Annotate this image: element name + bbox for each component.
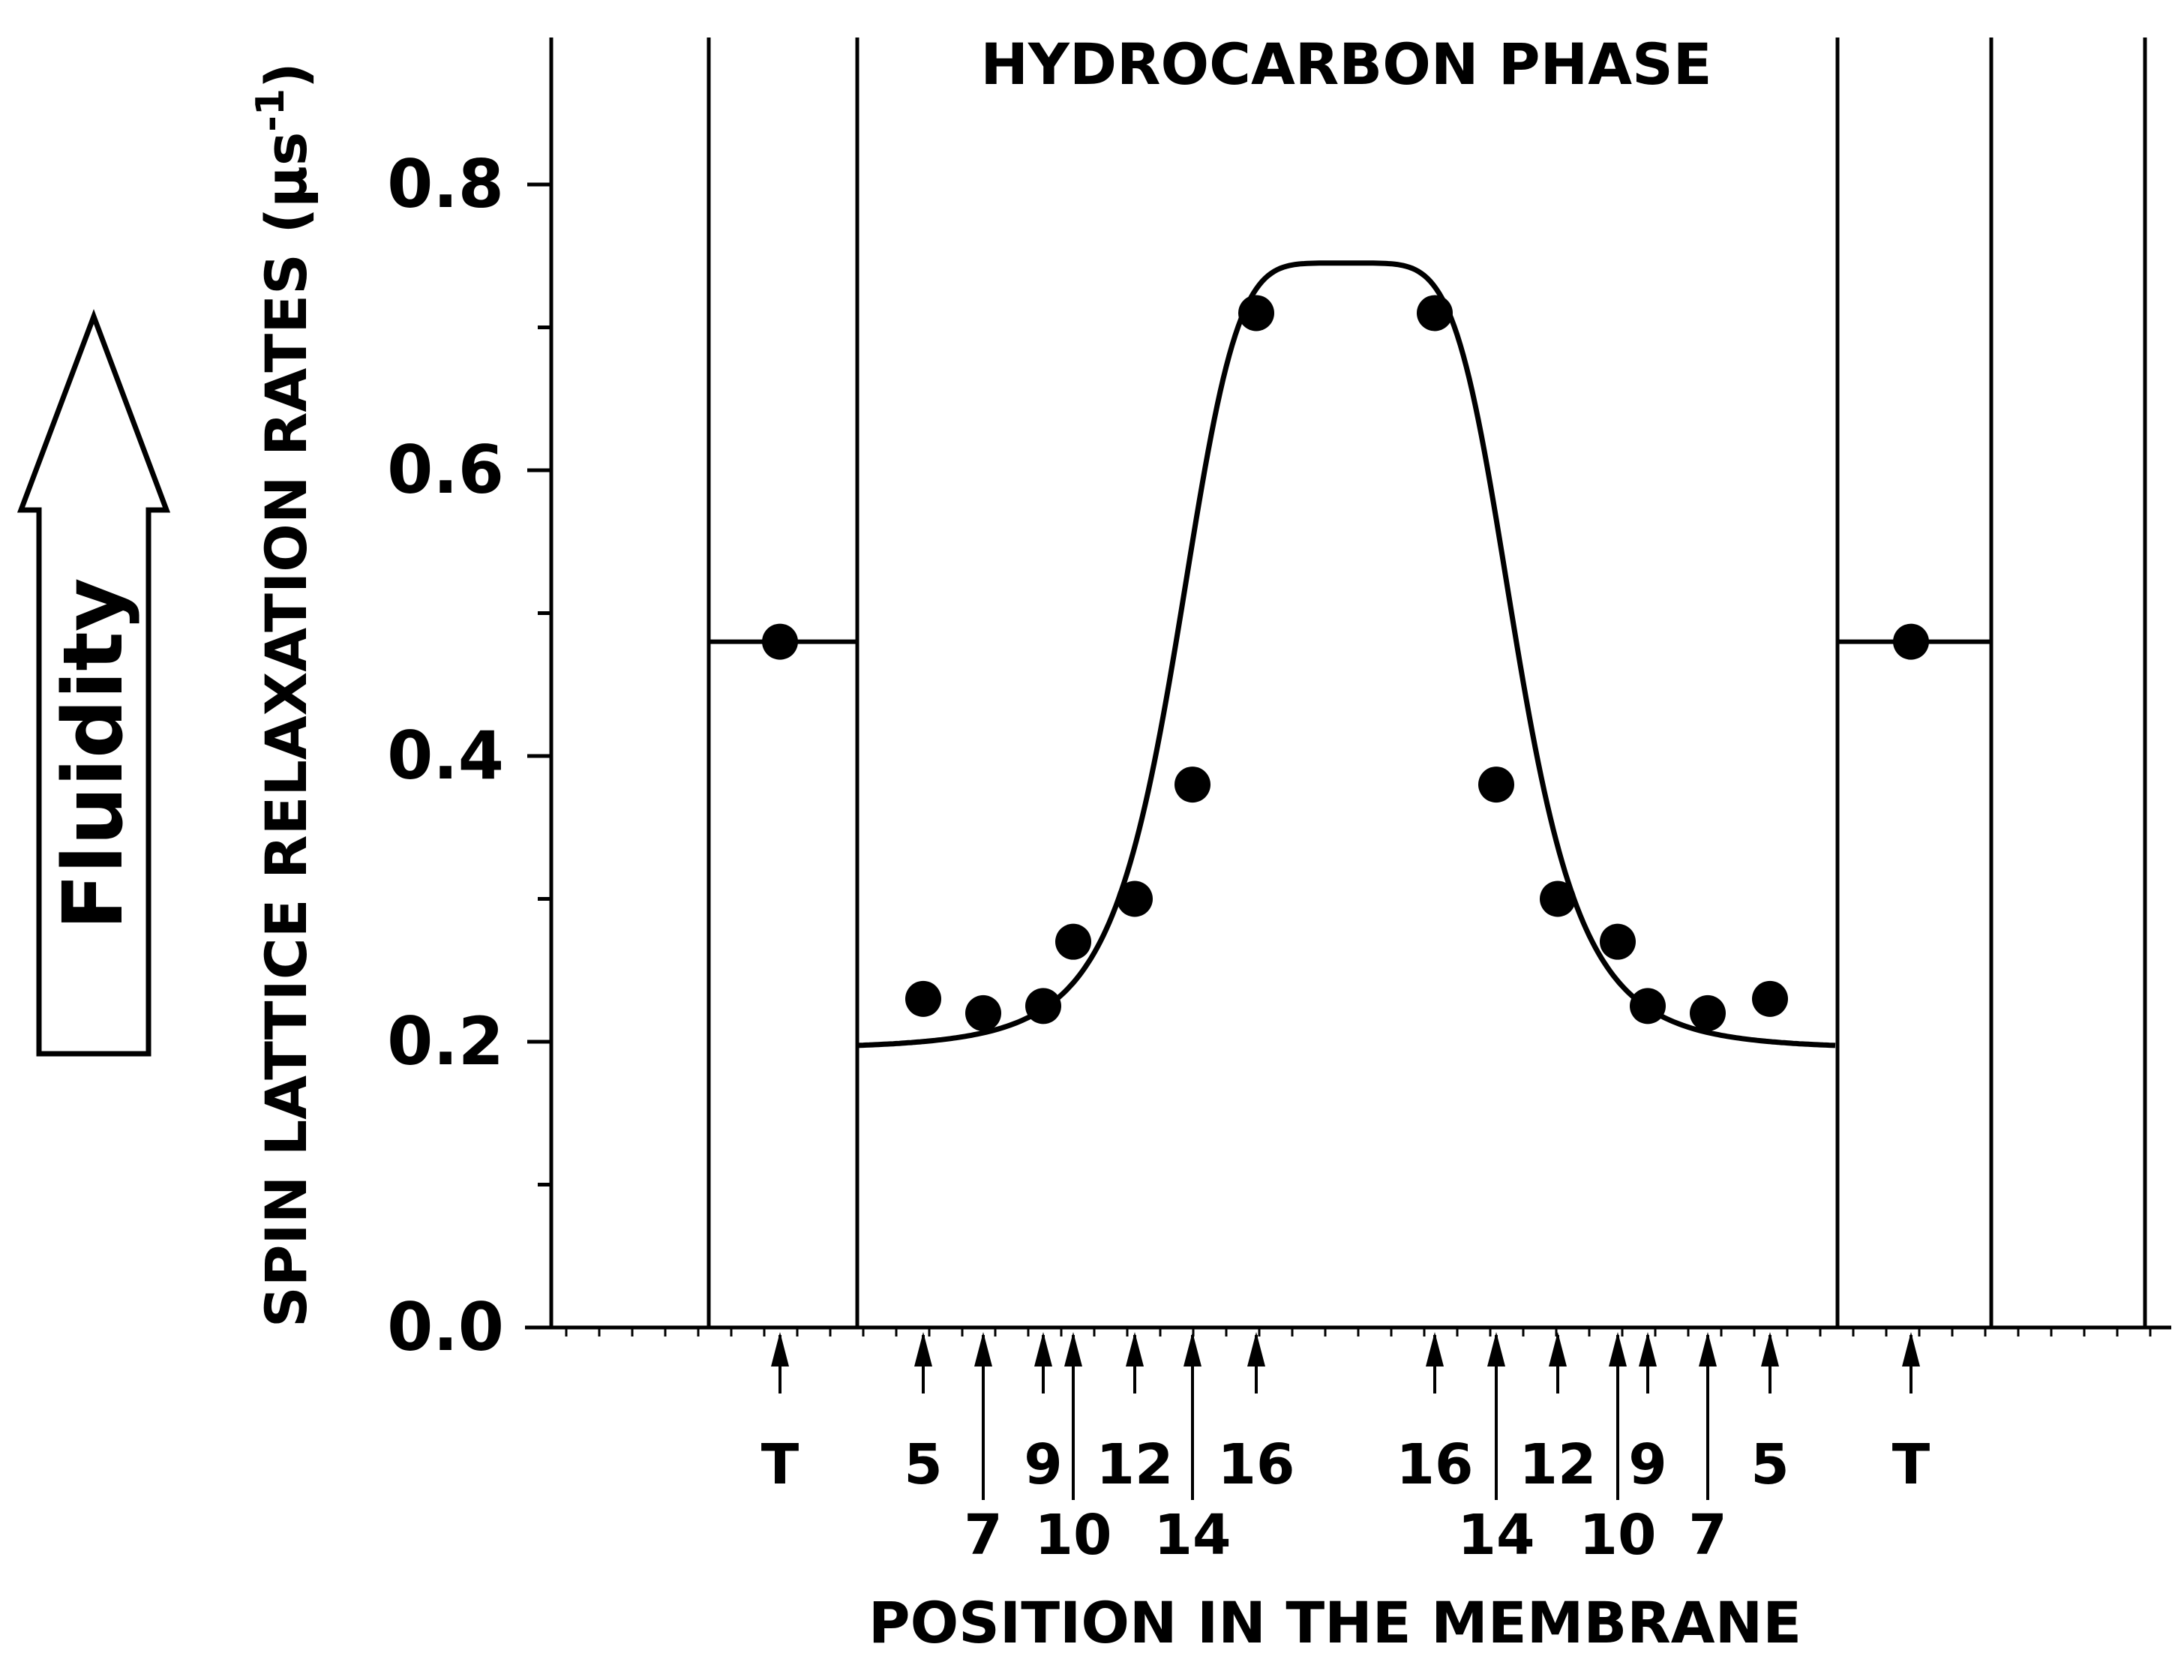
data-point xyxy=(1690,994,1726,1031)
position-label: T xyxy=(1892,1432,1930,1497)
position-label: T xyxy=(761,1432,800,1497)
y-axis-title-group: SPIN LATTICE RELAXATION RATES (µs-1) xyxy=(248,62,320,1328)
y-tick-label: 0.4 xyxy=(387,717,504,794)
fluidity-label: Fluidity xyxy=(45,578,141,930)
fitted-curve xyxy=(856,260,1836,1048)
region-boundaries xyxy=(706,38,2147,1328)
position-arrowhead xyxy=(1487,1332,1505,1366)
position-arrowhead xyxy=(1126,1332,1144,1366)
position-label: 9 xyxy=(1024,1432,1063,1497)
data-point xyxy=(1238,295,1274,332)
position-label: 16 xyxy=(1218,1432,1295,1497)
position-arrowhead xyxy=(974,1332,992,1366)
y-tick-label: 0.6 xyxy=(387,431,504,508)
position-label: 5 xyxy=(1750,1432,1790,1497)
y-tick-label: 0.2 xyxy=(387,1003,504,1080)
fluidity-arrow-shape xyxy=(16,309,171,1057)
position-label: 7 xyxy=(964,1503,1003,1568)
data-point xyxy=(1540,880,1576,917)
data-point xyxy=(1055,923,1091,960)
position-label: 16 xyxy=(1396,1432,1474,1497)
data-point xyxy=(1417,295,1453,332)
position-arrowhead xyxy=(1184,1332,1202,1366)
position-label: 9 xyxy=(1628,1432,1667,1497)
position-arrowhead xyxy=(1064,1332,1082,1366)
position-arrowhead xyxy=(1034,1332,1052,1366)
position-arrowhead xyxy=(1699,1332,1717,1366)
data-point xyxy=(762,623,798,660)
position-arrowhead xyxy=(1639,1332,1657,1366)
position-label: 14 xyxy=(1458,1503,1535,1568)
position-label: 12 xyxy=(1096,1432,1174,1497)
y-axis-title: SPIN LATTICE RELAXATION RATES (µs-1) xyxy=(248,62,320,1328)
data-point xyxy=(1630,988,1666,1024)
x-axis-title: POSITION IN THE MEMBRANE xyxy=(868,1589,1802,1656)
data-point xyxy=(1117,880,1153,917)
y-axis-title-main: SPIN LATTICE RELAXATION RATES (µs xyxy=(253,132,320,1328)
position-arrowhead xyxy=(1902,1332,1920,1366)
position-label: 5 xyxy=(904,1432,943,1497)
position-arrowhead xyxy=(1549,1332,1567,1366)
position-label: 10 xyxy=(1035,1503,1112,1568)
fluidity-arrow: Fluidity xyxy=(16,309,171,1057)
position-label: 14 xyxy=(1154,1503,1232,1568)
data-point xyxy=(1478,766,1514,803)
chart-title: HYDROCARBON PHASE xyxy=(980,31,1712,98)
y-ticks: 0.0 0.2 0.4 0.6 0.8 xyxy=(387,146,551,1366)
y-axis-title-close: ) xyxy=(253,62,320,88)
position-arrowhead xyxy=(1426,1332,1444,1366)
position-label: 7 xyxy=(1688,1503,1727,1568)
y-axis-title-exponent: -1 xyxy=(248,88,293,132)
position-arrowhead xyxy=(1761,1332,1779,1366)
y-tick-label: 0.8 xyxy=(387,146,504,223)
position-label: 12 xyxy=(1520,1432,1597,1497)
position-arrowhead xyxy=(914,1332,932,1366)
position-arrowhead xyxy=(1247,1332,1265,1366)
y-tick-label: 0.0 xyxy=(387,1288,504,1366)
data-points xyxy=(762,295,1929,1031)
data-point xyxy=(965,994,1001,1031)
position-label: 10 xyxy=(1580,1503,1657,1568)
position-arrowhead xyxy=(771,1332,789,1366)
position-arrowhead xyxy=(1609,1332,1627,1366)
data-point xyxy=(1025,988,1061,1024)
data-point xyxy=(1600,923,1636,960)
axes xyxy=(525,38,2171,1330)
data-point xyxy=(1752,980,1788,1017)
data-point xyxy=(1893,623,1929,660)
data-point xyxy=(1174,766,1210,803)
data-point xyxy=(905,980,941,1017)
